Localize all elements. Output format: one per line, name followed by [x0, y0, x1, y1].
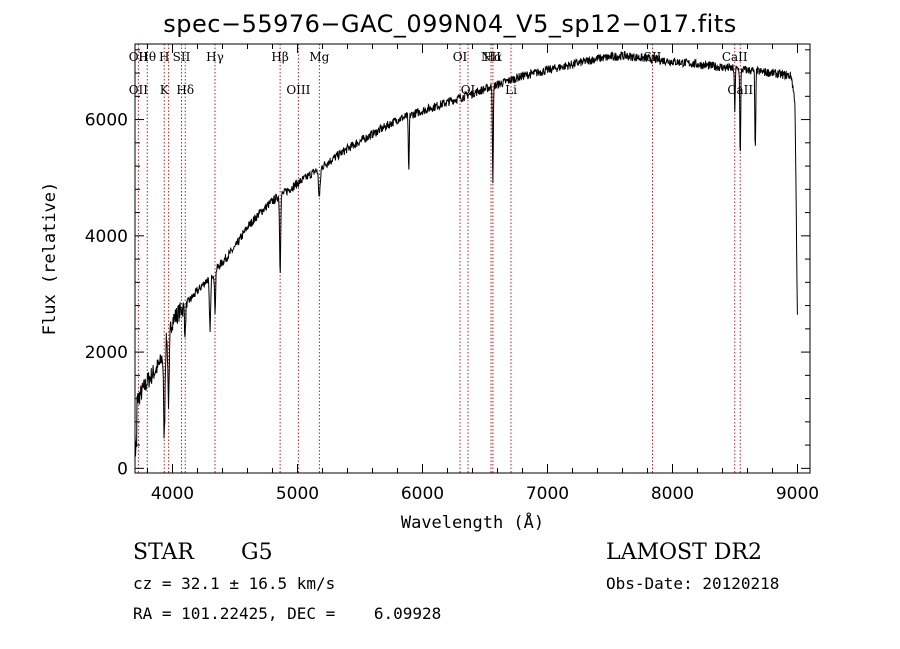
reference-line-label: OIII	[286, 83, 310, 97]
x-tick-label: 7000	[526, 484, 569, 504]
y-tick-label: 6000	[85, 111, 128, 131]
reference-line-label: K	[160, 83, 170, 97]
x-tick-label: 6000	[401, 484, 444, 504]
x-tick-label: 9000	[776, 484, 819, 504]
spectral-subclass: G5	[241, 540, 273, 565]
reference-line-label: CaII	[727, 83, 753, 97]
y-axis-label: Flux (relative)	[40, 182, 60, 336]
redshift-value: cz = 32.1 ± 16.5 km/s	[133, 574, 336, 593]
plot-frame	[134, 43, 811, 474]
y-tick-label: 2000	[85, 343, 128, 363]
reference-line-label: Li	[505, 83, 517, 97]
x-tick-label: 4000	[151, 484, 194, 504]
reference-line-label: NII	[481, 50, 501, 64]
reference-line-label: Hα	[484, 50, 503, 64]
reference-line-label: Hγ	[206, 50, 224, 64]
spectrum-line	[134, 50, 798, 457]
reference-line-label: SII	[173, 50, 191, 64]
reference-line-label: Hβ	[271, 50, 288, 64]
object-type: STAR	[133, 540, 194, 565]
coordinates: RA = 101.22425, DEC = 6.09928	[133, 604, 442, 623]
reference-line-label: Mg	[309, 50, 329, 64]
chart-title: spec−55976−GAC_099N04_V5_sp12−017.fits	[163, 10, 737, 38]
reference-line-label: CaII	[722, 50, 748, 64]
survey-name: LAMOST DR2	[606, 540, 762, 565]
reference-line-label: OI	[453, 50, 468, 64]
y-tick-label: 0	[117, 459, 128, 479]
reference-line-label: OII	[129, 50, 149, 64]
reference-line-label: OII	[129, 83, 149, 97]
reference-line-label: H	[159, 50, 169, 64]
x-axis-label: Wavelength (Å)	[401, 511, 544, 533]
reference-line-label: Hθ	[138, 50, 156, 64]
x-tick-label: 8000	[651, 484, 694, 504]
observation-date: Obs-Date: 20120218	[606, 574, 780, 593]
reference-line-label: Hδ	[176, 83, 194, 97]
x-tick-label: 5000	[276, 484, 319, 504]
y-tick-label: 4000	[85, 227, 128, 247]
